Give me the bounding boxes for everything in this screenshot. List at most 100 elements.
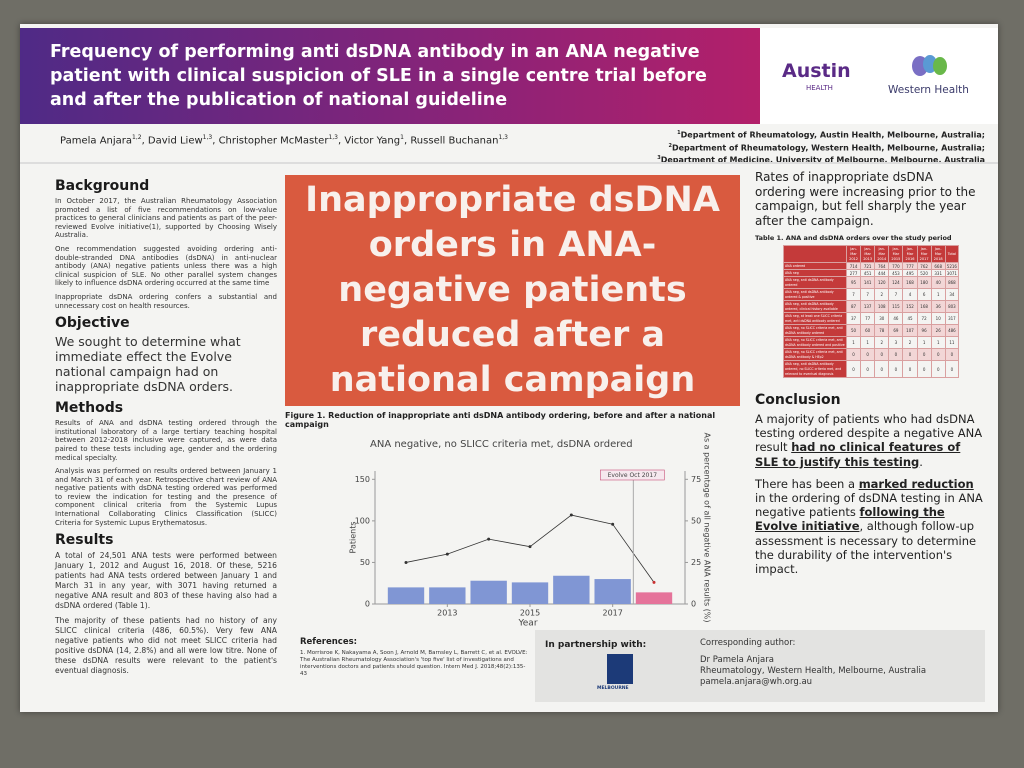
table-row: ANA neg, no SLICC criteria met, anti dsD… [783, 336, 960, 349]
x-tick-label: 2015 [520, 609, 540, 618]
column-header: Jan-Mar 2018 [930, 245, 946, 263]
cell: 721 [860, 262, 876, 270]
table-row: ANA neg, anti dsDNA antibody ordered, no… [783, 360, 960, 378]
affiliation-text: Department of Rheumatology, Austin Healt… [680, 130, 985, 140]
row-label: ANA neg, no SLICC criteria met, anti dsD… [783, 324, 847, 337]
chart: ANA negative, no SLICC criteria met, dsD… [349, 432, 712, 629]
point [652, 580, 656, 584]
section-heading: Background [55, 178, 150, 194]
western-icon [912, 55, 947, 76]
author-sup: 1 [400, 134, 404, 141]
paragraph: A total of 24,501 ANA tests were perform… [55, 551, 277, 611]
cell: 87 [845, 300, 862, 313]
paragraph: In October 2017, the Australian Rheumato… [55, 197, 277, 240]
y-tick-label: 0 [365, 600, 370, 609]
cell: 115 [888, 300, 904, 313]
section-heading: Methods [55, 400, 124, 417]
cell: 0 [888, 360, 904, 378]
table-row: ANA neg, anti dsDNA antibody ordered & p… [783, 288, 960, 301]
references: References: 1. Morrisroe K, Nakayama A, S… [300, 637, 530, 678]
affiliation-sup: 1 [677, 130, 681, 136]
y-tick-label: 150 [355, 475, 370, 484]
poster-title: Frequency of performing anti dsDNA antib… [50, 42, 707, 110]
bar [429, 587, 466, 604]
column-header: Jan-Mar 2012 [845, 245, 862, 263]
cell: 0 [860, 360, 876, 378]
cell: 0 [845, 360, 862, 378]
text-run: A majority of patients who had dsDNA tes… [755, 412, 983, 455]
table-row: ANA ordered 714 721 764 770 777 762 668 5216 [783, 262, 960, 270]
cell: 451 [860, 269, 876, 277]
cell: 7 [845, 288, 862, 301]
y2-tick-label: 50 [691, 516, 701, 525]
divider [20, 162, 998, 164]
annotation-box [600, 469, 665, 481]
cell: 40 [930, 276, 946, 289]
affiliations: 1Department of Rheumatology, Austin Heal… [620, 128, 985, 166]
bar [635, 592, 673, 604]
row-label: ANA neg, anti dsDNA antibody ordered & p… [783, 288, 847, 301]
row-label: ANA neg, no SLICC criteria met, anti dsD… [783, 348, 847, 361]
y-tick-label: 50 [360, 558, 370, 567]
cell: 30 [874, 312, 890, 325]
point [404, 560, 408, 564]
cell: 107 [902, 324, 918, 337]
cell: 0 [930, 348, 946, 361]
uni-logo: MELBOURNE [597, 686, 629, 691]
references-heading: References: [300, 637, 358, 647]
row-label: ANA neg [783, 269, 847, 277]
cell: 762 [916, 262, 932, 270]
cell: 0 [888, 348, 904, 361]
right-column: Rates of inappropriate dsDNA ordering we… [755, 170, 987, 584]
column-header: Total [944, 245, 960, 263]
column-header: Jan-Mar 2016 [902, 245, 918, 263]
y2-axis-label: As a percentage of all negative ANA resu… [703, 432, 712, 622]
row-label: ANA neg, no SLICC criteria met, anti dsD… [783, 336, 847, 349]
paragraph: Inappropriate dsDNA ordering confers a s… [55, 292, 277, 310]
cell: 0 [944, 348, 960, 361]
affiliation-text: Department of Medicine, University of Me… [660, 155, 985, 165]
austin-logo-sub: HEALTH [806, 84, 833, 92]
cell: 7 [860, 288, 876, 301]
row-label: ANA ordered [783, 262, 847, 270]
bar [387, 587, 425, 604]
x-tick-label: 2017 [602, 609, 622, 618]
banner: Inappropriate dsDNA orders in ANA-negati… [285, 175, 740, 406]
cell: 26 [930, 324, 946, 337]
cell: 168 [916, 300, 932, 313]
cell: 37 [845, 312, 862, 325]
text-run: , although follow-up assessment is neces… [755, 519, 977, 577]
header-row: Jan-Mar 2012 Jan-Mar 2013 Jan-Mar 2014 Jan-… [783, 245, 960, 263]
cell: 317 [944, 312, 960, 325]
cell: 1 [930, 288, 946, 301]
cell: 77 [860, 312, 876, 325]
cell: 0 [902, 348, 918, 361]
logos: Austin HEALTH Western Health [760, 28, 998, 124]
row-label: ANA neg, anti dsDNA antibody ordered [783, 276, 847, 289]
cell: 714 [845, 262, 862, 270]
cell: 0 [860, 348, 876, 361]
cell: 3 [888, 336, 904, 349]
cell: 764 [874, 262, 890, 270]
contact-line: Dr Pamela Anjara [700, 655, 774, 665]
y2-tick-label: 75 [691, 475, 701, 484]
bar [594, 579, 631, 604]
cell: 1 [930, 336, 946, 349]
row-label: ANA neg, at least one SLICC criteria met… [783, 312, 847, 325]
cell: 50 [845, 324, 862, 337]
author: Pamela Anjara [60, 135, 133, 147]
x-axis-label: Year [517, 619, 537, 629]
cell: 6 [916, 288, 932, 301]
section: Results A total of 24,501 ANA tests were … [55, 532, 277, 676]
cell: 108 [874, 300, 890, 313]
emphasis: had no clinical features of SLE to justi… [755, 440, 961, 469]
column-header: Jan-Mar 2017 [916, 245, 932, 263]
author-sup: 1,3 [498, 134, 508, 141]
row-label: ANA neg, anti dsDNA antibody ordered, no… [783, 360, 847, 378]
austin-logo: Austin [782, 60, 851, 82]
poster: Frequency of performing anti dsDNA antib… [20, 24, 998, 712]
bar [470, 580, 507, 604]
paragraph: Analysis was performed on results ordere… [55, 467, 277, 527]
point [611, 522, 615, 526]
cell: 36 [930, 300, 946, 313]
